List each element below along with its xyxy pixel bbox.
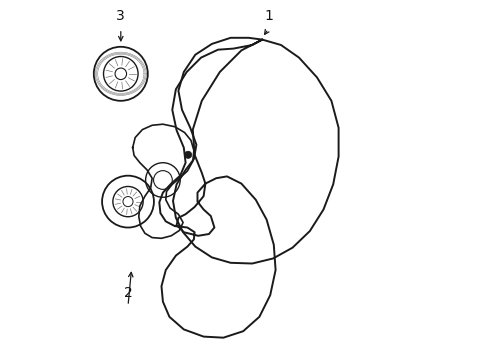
Circle shape xyxy=(185,151,192,158)
Text: 3: 3 xyxy=(117,9,125,23)
Text: 2: 2 xyxy=(123,287,132,300)
Text: 1: 1 xyxy=(264,9,273,23)
